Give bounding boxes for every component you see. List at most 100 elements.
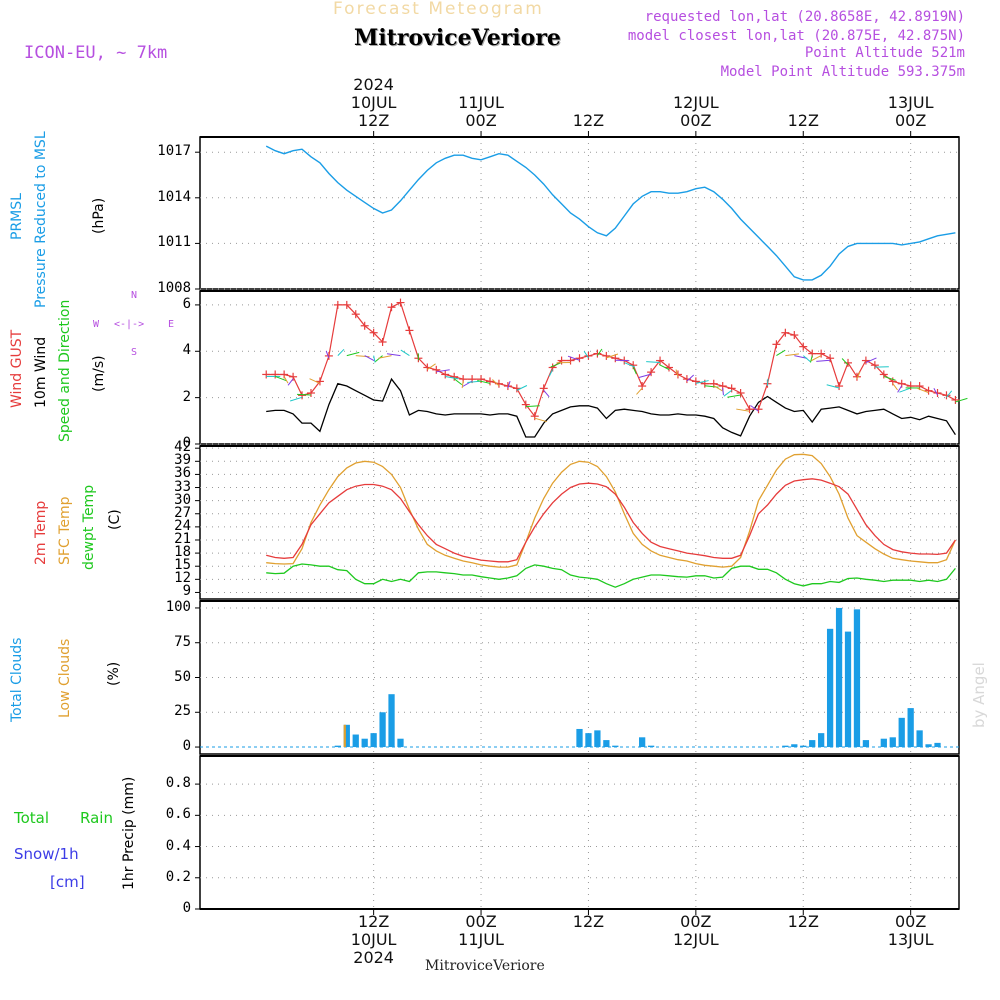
total-cloud-bar bbox=[585, 733, 592, 748]
low-clouds-label: Low Clouds bbox=[57, 638, 73, 718]
bottom-labels-label: 12JUL bbox=[672, 930, 719, 949]
model-point-altitude: Model Point Altitude 593.375m bbox=[720, 64, 965, 80]
ytick-label-precip: 0.6 bbox=[165, 806, 191, 823]
total-cloud-bar bbox=[370, 733, 377, 748]
watermark: by Angel bbox=[970, 662, 988, 728]
wind-direction-arrow bbox=[865, 357, 877, 364]
wind-dir-label: Speed and Direction bbox=[57, 299, 73, 442]
wind-direction-arrow bbox=[583, 350, 589, 359]
wind-direction-arrow bbox=[811, 355, 822, 362]
bottom-labels-label: 10JUL bbox=[350, 930, 397, 949]
ytick-label-temp: 39 bbox=[174, 452, 191, 469]
ytick-label-wind: 4 bbox=[182, 342, 191, 359]
wind-direction-arrow bbox=[567, 355, 580, 361]
ytick-label-temp: 21 bbox=[174, 530, 191, 547]
total-cloud-bar bbox=[361, 738, 368, 748]
ytick-label-wind: 0 bbox=[182, 435, 191, 451]
bottom-labels-label: 12Z bbox=[787, 912, 819, 931]
wind-gust-line bbox=[266, 301, 956, 418]
bottom-labels-label: 12Z bbox=[357, 912, 390, 931]
top-labels-label: 12Z bbox=[357, 111, 390, 130]
total-cloud-bar bbox=[925, 744, 932, 748]
top-labels-label: 10JUL bbox=[350, 93, 397, 112]
top-labels-label: 12JUL bbox=[672, 93, 719, 112]
wind-direction-arrow bbox=[290, 396, 303, 402]
bottom-labels-label: 13JUL bbox=[887, 930, 934, 949]
ytick-label-temp: 12 bbox=[174, 570, 191, 587]
requested-coords: requested lon,lat (20.8658E, 42.8919N) bbox=[644, 9, 965, 25]
ytick-label-temp: 30 bbox=[174, 491, 191, 508]
precip-total-label: Total bbox=[14, 809, 50, 827]
wind-direction-arrow bbox=[794, 355, 808, 359]
temp-unit: (C) bbox=[107, 509, 123, 530]
wind-direction-arrow bbox=[750, 405, 759, 412]
total-cloud-bar bbox=[934, 742, 941, 748]
ytick-label-wind: 6 bbox=[182, 295, 191, 312]
wind-direction-arrow bbox=[309, 378, 321, 384]
total-cloud-bar bbox=[800, 745, 807, 748]
total-cloud-bar bbox=[576, 728, 583, 748]
wind-direction-arrow bbox=[897, 385, 903, 393]
total-cloud-bar bbox=[647, 745, 655, 748]
wind-direction-arrow bbox=[826, 384, 840, 389]
total-cloud-bar bbox=[612, 745, 619, 748]
total-cloud-bar bbox=[862, 740, 870, 748]
wind-direction-arrow bbox=[507, 380, 511, 389]
wind-direction-arrow bbox=[445, 375, 459, 380]
ytick-label-clouds: 75 bbox=[174, 633, 191, 650]
total-cloud-bar bbox=[603, 740, 610, 748]
wind-direction-arrow bbox=[722, 387, 724, 396]
wind-10m-label: 10m Wind bbox=[33, 336, 49, 408]
wind-direction-arrow bbox=[695, 380, 709, 384]
bottom-labels-label: 00Z bbox=[680, 912, 712, 931]
wind-direction-arrow bbox=[658, 364, 670, 370]
total-cloud-bar bbox=[853, 609, 861, 748]
wind-direction-arrow bbox=[427, 363, 436, 370]
wind-direction-arrow bbox=[400, 349, 410, 357]
dewpt-line bbox=[266, 563, 956, 588]
ytick-label-temp: 15 bbox=[174, 557, 191, 574]
wind-direction-arrow bbox=[686, 374, 695, 382]
wind-direction-arrow bbox=[899, 387, 911, 393]
ytick-label-clouds: 25 bbox=[174, 703, 191, 720]
total-cloud-bar bbox=[818, 733, 825, 748]
precip-axis-title: 1hr Precip (mm) bbox=[121, 776, 137, 890]
total-cloud-bar bbox=[639, 737, 646, 748]
ytick-label-temp: 24 bbox=[174, 517, 191, 534]
wind-direction-arrow bbox=[675, 369, 679, 377]
temp-dewpt-label: dewpt Temp bbox=[81, 484, 97, 570]
ytick-label-pressure: 1017 bbox=[157, 143, 191, 160]
total-cloud-bar bbox=[835, 607, 843, 748]
chart-title: Forecast Meteogram bbox=[333, 0, 544, 19]
wind-direction-arrow bbox=[461, 381, 464, 389]
ytick-label-clouds: 50 bbox=[174, 668, 191, 685]
ytick-label-precip: 0.2 bbox=[165, 868, 191, 885]
total-cloud-bar bbox=[898, 717, 905, 748]
total-cloud-bar bbox=[352, 734, 359, 748]
compass-arrows: <-|-> bbox=[114, 319, 145, 330]
panel-frame-pressure bbox=[199, 136, 960, 290]
precip-rain-label: Rain bbox=[80, 809, 113, 827]
total-cloud-bar bbox=[880, 738, 887, 748]
wind-direction-arrow bbox=[525, 405, 540, 408]
total-cloud-bar bbox=[388, 694, 395, 748]
total-cloud-bar bbox=[844, 631, 852, 748]
total-cloud-bar bbox=[907, 708, 914, 748]
wind-direction-arrow bbox=[883, 375, 896, 381]
wind-direction-arrow bbox=[492, 379, 500, 387]
wind-direction-arrow bbox=[550, 362, 562, 368]
temp-2m-label: 2m Temp bbox=[33, 500, 49, 565]
clouds-unit: (%) bbox=[106, 661, 122, 686]
wind-direction-arrow bbox=[337, 348, 345, 356]
wind-direction-arrow bbox=[516, 385, 528, 391]
pressure-unit: (hPa) bbox=[91, 197, 107, 234]
wind-direction-arrow bbox=[646, 361, 661, 364]
ytick-label-wind: 2 bbox=[182, 388, 191, 405]
footer-location: MitroviceVeriore bbox=[425, 958, 545, 974]
ytick-label-clouds: 100 bbox=[165, 598, 191, 615]
temp-sfc-label: SFC Temp bbox=[57, 496, 73, 565]
top-labels-label: 00Z bbox=[894, 111, 927, 130]
compass-s: S bbox=[131, 347, 138, 358]
pressure-line bbox=[265, 145, 956, 281]
wind-direction-arrow bbox=[297, 393, 312, 396]
